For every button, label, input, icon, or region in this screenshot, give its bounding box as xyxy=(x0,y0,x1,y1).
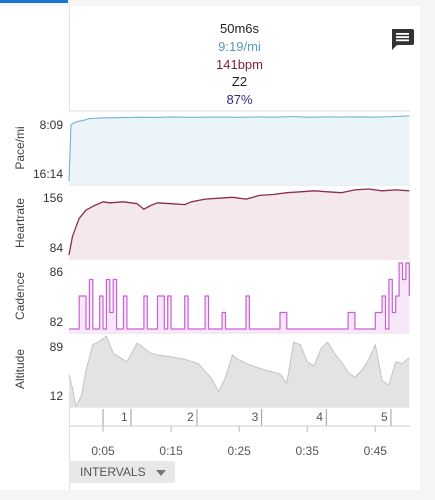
pace-tick-top: 8:09 xyxy=(39,118,63,132)
comment-icon[interactable] xyxy=(389,27,415,51)
pace-line xyxy=(68,115,410,182)
interval-label: 3 xyxy=(251,410,259,424)
interval-label: 1 xyxy=(120,410,128,424)
axis-label-column xyxy=(0,6,70,490)
chart-panel-bg xyxy=(69,259,410,333)
summary-duration: 50m6s xyxy=(219,21,260,36)
cadence-tick-top: 86 xyxy=(49,265,63,279)
altitude-tick-top: 89 xyxy=(49,340,63,354)
heartrate-area xyxy=(69,189,410,259)
intervals-dropdown-button[interactable]: INTERVALS xyxy=(69,461,175,483)
heartrate-tick-top: 156 xyxy=(42,191,63,205)
interval-label: 2 xyxy=(186,410,194,424)
caret-down-icon xyxy=(156,470,166,476)
heartrate-line xyxy=(68,188,410,256)
intervals-label: INTERVALS xyxy=(80,465,146,479)
cadence-tick-bottom: 82 xyxy=(49,315,63,329)
summary-heart-rate: 141bpm xyxy=(216,57,263,72)
summary-percent: 87% xyxy=(226,92,253,107)
summary-pace: 9:19/mi xyxy=(218,39,261,54)
time-tick-label: 0:45 xyxy=(363,444,387,458)
altitude-line xyxy=(68,335,410,407)
interval-label: 5 xyxy=(380,410,388,424)
time-tick-label: 0:05 xyxy=(91,444,115,458)
pace-tick-bottom: 16:14 xyxy=(32,167,63,181)
altitude-area xyxy=(69,336,410,407)
cadence-line xyxy=(69,262,410,330)
time-tick-label: 0:15 xyxy=(159,444,183,458)
heartrate-tick-bottom: 84 xyxy=(49,241,63,255)
pace-area xyxy=(69,115,410,185)
summary-zone: Z2 xyxy=(231,74,248,89)
time-tick-label: 0:35 xyxy=(295,444,319,458)
active-tab-indicator xyxy=(0,0,68,3)
altitude-tick-bottom: 12 xyxy=(49,389,63,403)
time-tick-label: 0:25 xyxy=(227,444,251,458)
interval-label: 4 xyxy=(316,410,323,424)
